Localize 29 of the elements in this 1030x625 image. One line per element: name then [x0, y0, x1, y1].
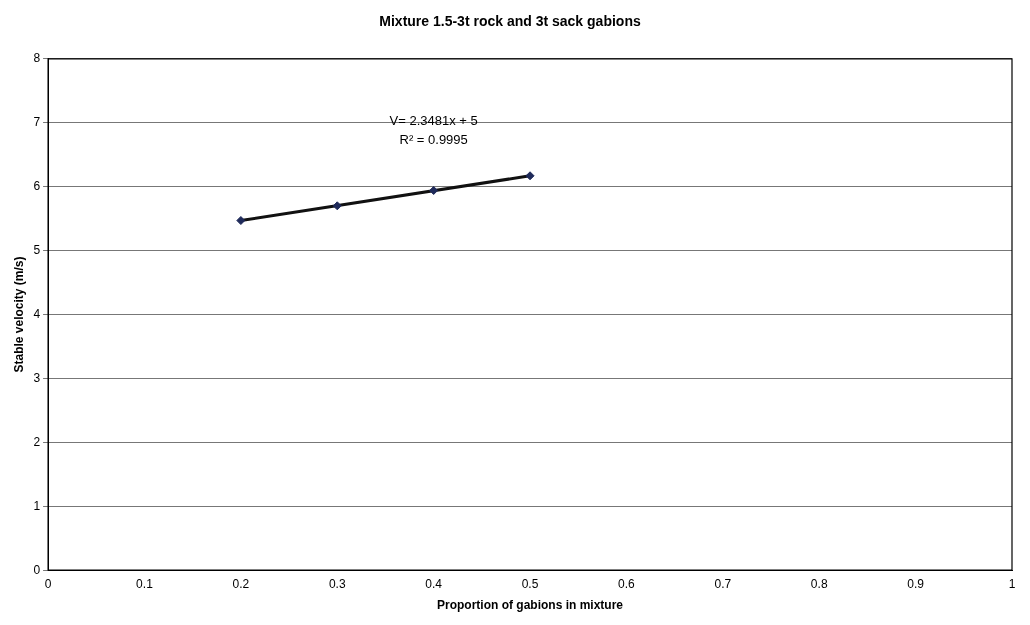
- x-tick-label: 0.9: [907, 576, 925, 591]
- x-tick-label: 0.8: [810, 576, 828, 591]
- x-tick-label: 0.6: [618, 576, 636, 591]
- x-tick-label: 0.7: [714, 576, 732, 591]
- y-tick-label: 6: [33, 178, 41, 193]
- chart-title: Mixture 1.5-3t rock and 3t sack gabions: [379, 13, 641, 30]
- y-tick-label: 0: [33, 562, 41, 577]
- x-tick-label: 0.5: [521, 576, 539, 591]
- x-tick-label: 0: [44, 576, 52, 591]
- point: [429, 185, 439, 195]
- y-tick-label: 2: [33, 434, 41, 449]
- y-tick-label: 4: [33, 306, 41, 321]
- x-tick-label: 0.1: [136, 576, 154, 591]
- point: [525, 171, 535, 181]
- y-axis-title: Stable velocity (m/s): [11, 256, 26, 373]
- annotation: V= 2.3481x + 5: [389, 113, 478, 129]
- y-tick-label: 3: [33, 370, 41, 385]
- y-tick-label: 8: [33, 51, 41, 66]
- y-tick-label: 1: [33, 498, 41, 513]
- y-tick-label: 7: [33, 115, 41, 130]
- annotation: R² = 0.9995: [399, 132, 468, 148]
- x-tick-label: 0.2: [232, 576, 250, 591]
- y-tick-label: 5: [33, 242, 41, 257]
- x-tick-label: 0.3: [328, 576, 346, 591]
- x-tick-label: 1: [1008, 576, 1016, 591]
- x-tick-label: 0.4: [425, 576, 443, 591]
- x-axis-title: Proportion of gabions in mixture: [437, 598, 624, 613]
- point: [332, 201, 342, 211]
- point: [236, 216, 246, 226]
